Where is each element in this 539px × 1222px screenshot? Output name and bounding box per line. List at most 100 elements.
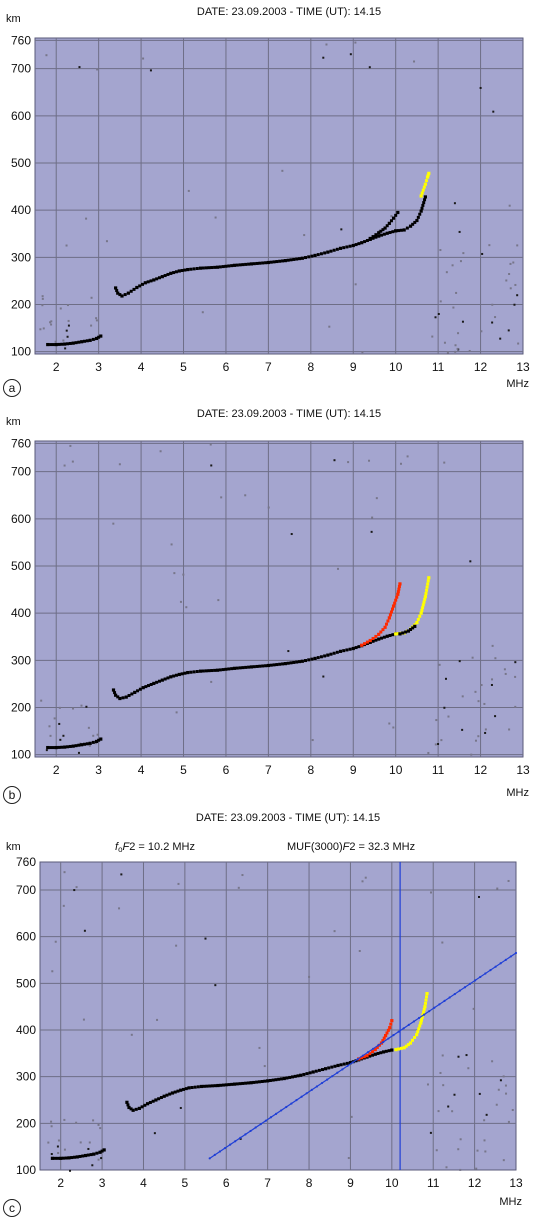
trace-point xyxy=(60,745,64,749)
trace-point xyxy=(397,229,401,233)
trace-point xyxy=(298,257,302,261)
noise-speck xyxy=(48,725,51,728)
trace-point xyxy=(72,1155,76,1159)
trace-point xyxy=(397,585,401,589)
trace-point xyxy=(323,654,327,658)
trace-point xyxy=(371,235,375,239)
trace-point xyxy=(173,1090,177,1094)
noise-speck xyxy=(429,1131,432,1134)
trace-point xyxy=(88,741,92,745)
noise-speck xyxy=(499,1079,502,1082)
noise-speck xyxy=(505,279,508,282)
noise-speck xyxy=(441,941,444,944)
plot-area xyxy=(34,37,524,355)
trace-point xyxy=(274,1078,278,1082)
x-tick-label: 2 xyxy=(57,1176,64,1190)
trace-point xyxy=(363,642,367,646)
trace-point xyxy=(420,206,424,210)
trace-point xyxy=(244,665,248,669)
trace-point xyxy=(181,1087,185,1091)
trace-point xyxy=(218,265,222,269)
trace-point xyxy=(404,630,408,634)
noise-speck xyxy=(83,929,86,932)
noise-speck xyxy=(474,739,477,742)
noise-speck xyxy=(92,1119,95,1122)
trace-point xyxy=(388,633,392,637)
muf-point xyxy=(295,1099,298,1102)
ionogram-panel-a: DATE: 23.09.2003 - TIME (UT): 14.15 km 2 3 4… xyxy=(3,6,530,397)
x-tick-label: 3 xyxy=(95,763,102,777)
trace-point xyxy=(124,695,128,699)
trace-series-3 xyxy=(394,992,429,1052)
trace-point xyxy=(146,280,150,284)
trace-point xyxy=(67,1156,71,1160)
trace-point xyxy=(368,1052,372,1056)
noise-speck xyxy=(41,295,44,298)
trace-point xyxy=(292,660,296,664)
trace-point xyxy=(232,666,237,670)
noise-speck xyxy=(437,312,440,315)
trace-point xyxy=(326,653,330,657)
noise-speck xyxy=(457,1148,460,1151)
noise-speck xyxy=(149,69,152,72)
noise-speck xyxy=(512,261,515,264)
noise-speck xyxy=(65,329,68,332)
noise-speck xyxy=(91,1164,94,1167)
noise-speck xyxy=(514,283,517,286)
trace-point xyxy=(177,672,181,677)
trace-point xyxy=(374,638,378,642)
noise-speck xyxy=(456,347,459,350)
trace-point xyxy=(68,341,72,345)
noise-speck xyxy=(59,307,62,310)
trace-point xyxy=(252,665,256,669)
noise-speck xyxy=(388,722,391,725)
y-tick-label: 400 xyxy=(16,1023,36,1037)
trace-point xyxy=(317,1068,321,1072)
trace-point xyxy=(176,1089,180,1093)
noise-speck xyxy=(438,663,441,666)
muf-point xyxy=(208,1157,211,1160)
noise-speck xyxy=(509,262,512,265)
noise-speck xyxy=(88,1141,91,1144)
noise-speck xyxy=(73,889,76,892)
x-tick-label: 8 xyxy=(307,763,314,777)
trace-point xyxy=(404,1044,408,1048)
noise-speck xyxy=(59,738,62,741)
noise-speck xyxy=(92,734,95,737)
muf-point xyxy=(259,1123,262,1126)
trace-point xyxy=(278,259,282,263)
trace-point xyxy=(221,265,225,269)
trace-point xyxy=(74,341,78,345)
trace-point xyxy=(422,1007,426,1011)
trace-point xyxy=(186,670,190,675)
muf-point xyxy=(407,1023,410,1026)
noise-speck xyxy=(63,871,66,874)
trace-point xyxy=(406,1043,410,1047)
trace-point xyxy=(313,253,317,258)
trace-point xyxy=(127,694,131,698)
trace-point xyxy=(235,666,239,670)
trace-point xyxy=(351,646,355,651)
trace-point xyxy=(277,1077,281,1081)
panel-label: b xyxy=(9,788,16,802)
noise-speck xyxy=(201,311,204,314)
x-axis-label: MHz xyxy=(506,378,529,390)
noise-speck xyxy=(220,496,223,499)
muf-point xyxy=(315,1085,319,1088)
trace-point xyxy=(411,222,415,226)
trace-point xyxy=(138,284,142,288)
noise-speck xyxy=(488,244,491,247)
trace-point xyxy=(51,746,55,750)
trace-point xyxy=(426,582,430,586)
trace-point xyxy=(98,1150,102,1154)
trace-point xyxy=(183,268,187,272)
trace-point xyxy=(91,337,95,341)
trace-point xyxy=(419,611,423,615)
trace-point xyxy=(381,1039,385,1043)
x-tick-label: 6 xyxy=(223,1176,230,1190)
trace-point xyxy=(377,632,381,636)
noise-speck xyxy=(507,1120,510,1123)
trace-point xyxy=(419,209,423,213)
noise-speck xyxy=(491,321,494,324)
noise-speck xyxy=(287,650,290,653)
